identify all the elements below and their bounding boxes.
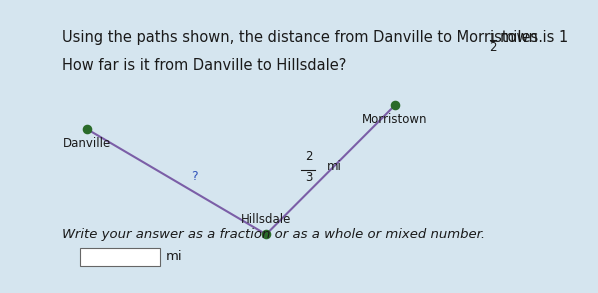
Text: 2: 2 xyxy=(304,150,312,163)
FancyBboxPatch shape xyxy=(80,248,160,266)
Text: 1: 1 xyxy=(489,32,496,45)
Text: mi: mi xyxy=(327,161,341,173)
Text: Danville: Danville xyxy=(63,137,111,150)
Text: 3: 3 xyxy=(305,171,312,184)
Text: miles.: miles. xyxy=(500,30,544,45)
Point xyxy=(261,232,271,237)
Point xyxy=(82,127,91,131)
Text: mi: mi xyxy=(166,251,182,263)
Text: ?: ? xyxy=(191,170,198,183)
Text: Hillsdale: Hillsdale xyxy=(241,213,291,226)
Text: Write your answer as a fraction or as a whole or mixed number.: Write your answer as a fraction or as a … xyxy=(62,228,485,241)
Text: 2: 2 xyxy=(489,41,496,54)
Text: Using the paths shown, the distance from Danville to Morristown is 1: Using the paths shown, the distance from… xyxy=(62,30,568,45)
Text: Morristown: Morristown xyxy=(362,113,428,127)
Text: How far is it from Danville to Hillsdale?: How far is it from Danville to Hillsdale… xyxy=(62,58,346,73)
Point xyxy=(390,103,399,108)
